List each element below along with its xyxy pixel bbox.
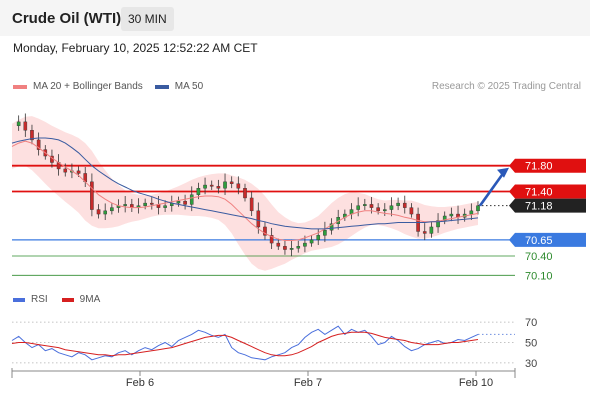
level-badge	[509, 158, 586, 173]
ma20-swatch	[13, 84, 27, 89]
candle-body	[30, 130, 34, 141]
candle-body	[396, 202, 400, 206]
candle-body	[276, 242, 281, 247]
research-credit: Research © 2025 Trading Central	[431, 81, 581, 92]
candle-body	[383, 209, 387, 212]
legend-item-ma20: MA 20 + Bollinger Bands	[13, 81, 143, 92]
header-bar	[0, 0, 590, 36]
candle-body	[329, 223, 334, 231]
candle-body	[243, 188, 247, 199]
ma50-label: MA 50	[174, 81, 204, 92]
candle-body	[476, 205, 480, 212]
candle-body	[409, 207, 414, 215]
level-label: 70.10	[525, 270, 553, 282]
level-label: 70.40	[525, 251, 553, 263]
candle-body	[296, 246, 301, 249]
candle-body	[376, 207, 380, 212]
report-datetime: Monday, February 10, 2025 12:52:22 AM CE…	[13, 41, 258, 55]
rsi-tick-label: 30	[525, 358, 537, 370]
ma9-swatch	[61, 297, 74, 302]
candle-body	[323, 229, 327, 236]
candle-body	[143, 202, 147, 206]
candle-body	[76, 170, 81, 174]
rsi-series-9ma	[11, 331, 479, 357]
price-panel: 71.80 71.40 71.18 70.65 70.40 70.10	[11, 113, 586, 282]
candle-body	[209, 184, 214, 187]
forecast-arrowhead-icon	[497, 167, 509, 178]
candle-body	[249, 197, 254, 212]
candle-body	[203, 184, 207, 189]
level-label: 71.80	[525, 161, 553, 173]
candle-body	[256, 210, 261, 228]
candle-body	[469, 210, 474, 215]
candle-body	[23, 121, 28, 131]
ma50-line	[11, 137, 479, 230]
candle-body	[183, 200, 187, 205]
level-badge	[509, 184, 586, 199]
candle-body	[449, 213, 454, 217]
level-badge	[509, 232, 586, 247]
legend-item-ma50: MA 50	[154, 81, 204, 92]
x-tick-label: Feb 6	[125, 377, 155, 389]
legend-item-9ma: 9MA	[61, 294, 101, 305]
rsi-swatch	[13, 297, 25, 302]
candle-body	[356, 205, 360, 210]
candle-body	[176, 200, 181, 204]
candle-body	[96, 209, 101, 215]
ma50-swatch	[154, 84, 169, 89]
candle-body	[429, 226, 434, 234]
candle-body	[316, 235, 321, 241]
rsi-series-rsi	[11, 325, 479, 361]
candle-body	[36, 139, 41, 150]
candle-body	[269, 235, 274, 244]
candle-body	[263, 226, 267, 236]
candle-body	[189, 194, 194, 205]
rsi-panel: 30 50 70	[11, 317, 537, 370]
candle-body	[229, 181, 234, 184]
ma20-label: MA 20 + Bollinger Bands	[33, 81, 143, 92]
level-label: 71.40	[525, 187, 553, 199]
candle-body	[223, 181, 227, 189]
price-legend: MA 20 + Bollinger Bands MA 50	[13, 81, 215, 92]
candle-body	[422, 231, 427, 234]
candle-body	[369, 204, 374, 208]
legend-item-rsi: RSI	[13, 294, 48, 305]
candle-body	[436, 220, 440, 228]
candle-body	[163, 205, 167, 208]
candle-body	[363, 204, 367, 206]
rsi-legend: RSI 9MA	[13, 294, 114, 305]
level-label: 71.18	[525, 201, 553, 213]
candle-body	[16, 121, 21, 126]
forecast-arrow	[478, 169, 507, 207]
candle-body	[303, 242, 307, 247]
candle-body	[283, 246, 287, 250]
x-axis	[11, 368, 516, 378]
candle-body	[63, 168, 68, 173]
candle-body	[236, 183, 241, 189]
candle-body	[309, 239, 314, 244]
timeframe-badge[interactable]: 30 MIN	[121, 7, 174, 31]
rsi-tick-label: 50	[525, 338, 537, 350]
candle-body	[442, 215, 447, 221]
candle-body	[103, 210, 107, 215]
x-tick-label: Feb 7	[293, 377, 323, 389]
x-tick-label: Feb 10	[458, 377, 494, 389]
instrument-title: Crude Oil (WTI)	[12, 10, 122, 27]
candle-body	[389, 205, 394, 210]
rsi-label: RSI	[31, 294, 48, 305]
level-label: 70.65	[525, 235, 553, 247]
candle-body	[402, 202, 407, 208]
candle-body	[110, 207, 114, 212]
candle-body	[216, 186, 221, 189]
candle-body	[196, 188, 201, 195]
candle-body	[149, 202, 154, 205]
rsi-tick-label: 70	[525, 317, 537, 329]
ma9-label: 9MA	[79, 294, 101, 305]
candle-body	[123, 204, 127, 206]
candles	[16, 113, 480, 257]
level-badge	[509, 198, 586, 213]
candle-body	[289, 248, 294, 250]
candle-body	[90, 181, 94, 210]
